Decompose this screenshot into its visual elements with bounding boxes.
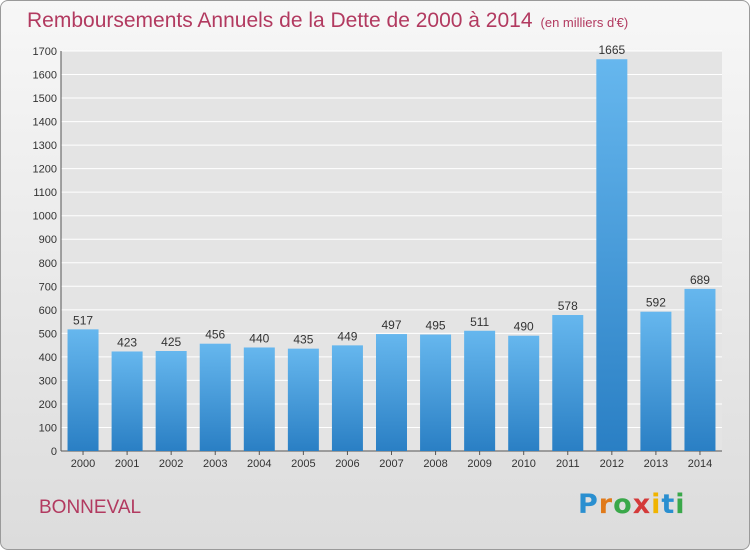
- bar: [199, 343, 231, 451]
- y-tick-label: 900: [39, 234, 57, 246]
- bar-value-label: 456: [205, 328, 225, 342]
- x-tick-label: 2011: [556, 458, 580, 470]
- bar-value-label: 495: [426, 319, 446, 333]
- bar: [287, 348, 319, 451]
- y-tick-label: 200: [39, 399, 57, 411]
- commune-name: BONNEVAL: [39, 497, 142, 518]
- chart-title-text: Remboursements Annuels de la Dette de 20…: [27, 9, 533, 32]
- y-tick-label: 1400: [33, 117, 57, 129]
- bar-value-label: 490: [514, 320, 534, 334]
- bar: [508, 335, 540, 451]
- x-tick-label: 2004: [247, 458, 271, 470]
- x-tick-label: 2010: [511, 458, 535, 470]
- y-tick-label: 500: [39, 328, 57, 340]
- y-tick-label: 1300: [33, 140, 57, 152]
- y-tick-label: 1700: [33, 46, 57, 58]
- bar: [552, 315, 584, 451]
- y-tick-label: 1200: [33, 164, 57, 176]
- y-tick-label: 1100: [33, 187, 57, 199]
- bar: [684, 288, 716, 451]
- chart-unit: (en milliers d'€): [540, 15, 629, 30]
- y-tick-label: 700: [39, 281, 57, 293]
- bar-value-label: 1665: [598, 43, 625, 57]
- x-tick-label: 2005: [291, 458, 315, 470]
- bar: [376, 334, 407, 451]
- bar: [67, 329, 99, 451]
- y-tick-label: 600: [39, 305, 57, 317]
- bar-value-label: 497: [381, 318, 401, 332]
- y-tick-label: 800: [39, 258, 57, 270]
- bar-value-label: 592: [646, 296, 666, 310]
- chart-title: Remboursements Annuels de la Dette de 20…: [27, 9, 628, 33]
- proxiti-logo: Proxiti: [578, 489, 686, 520]
- bar-value-label: 425: [161, 335, 181, 349]
- x-tick-label: 2009: [467, 458, 491, 470]
- bar: [331, 345, 363, 451]
- y-tick-label: 300: [39, 375, 57, 387]
- x-tick-label: 2014: [688, 458, 712, 470]
- bar: [596, 59, 628, 452]
- x-tick-label: 2007: [379, 458, 403, 470]
- y-tick-label: 400: [39, 352, 57, 364]
- x-tick-label: 2001: [115, 458, 139, 470]
- bar: [155, 351, 187, 451]
- bar-value-label: 578: [558, 299, 578, 313]
- bar-value-label: 435: [293, 333, 313, 347]
- bar: [420, 334, 452, 451]
- bar-value-label: 423: [117, 335, 137, 349]
- bar-value-label: 449: [337, 329, 357, 343]
- x-tick-label: 2000: [71, 458, 95, 470]
- x-tick-label: 2013: [644, 458, 668, 470]
- x-tick-label: 2002: [159, 458, 183, 470]
- y-tick-label: 1600: [33, 70, 57, 82]
- y-tick-label: 0: [51, 446, 57, 458]
- bar-value-label: 689: [690, 273, 710, 287]
- x-tick-label: 2012: [600, 458, 624, 470]
- bar: [640, 311, 672, 451]
- bar: [111, 351, 143, 451]
- bar: [243, 347, 275, 451]
- x-tick-label: 2003: [203, 458, 227, 470]
- y-tick-label: 1500: [33, 93, 57, 105]
- bar-value-label: 511: [470, 315, 489, 329]
- x-tick-label: 2006: [335, 458, 359, 470]
- x-tick-label: 2008: [423, 458, 447, 470]
- y-tick-label: 100: [39, 422, 57, 434]
- bar-value-label: 440: [249, 331, 269, 345]
- bar-value-label: 517: [73, 313, 93, 327]
- bar: [464, 330, 496, 451]
- y-tick-label: 1000: [33, 211, 57, 223]
